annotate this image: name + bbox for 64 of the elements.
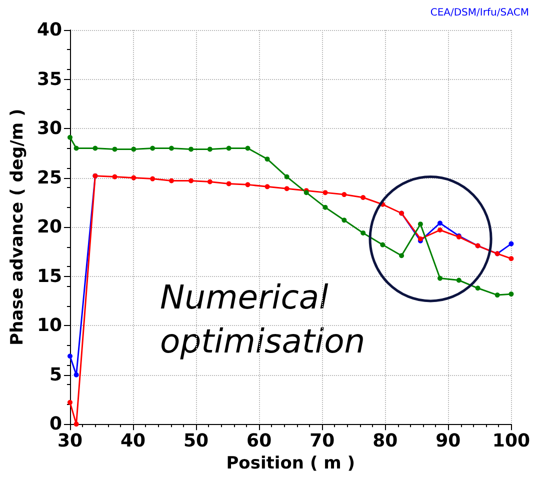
point	[508, 241, 514, 246]
point	[226, 146, 232, 151]
point	[264, 184, 270, 190]
point	[68, 400, 72, 405]
point	[74, 422, 79, 427]
point	[74, 146, 79, 151]
point	[360, 194, 366, 200]
point	[456, 278, 462, 283]
point	[475, 286, 480, 291]
point	[188, 146, 194, 152]
point	[508, 292, 514, 297]
point	[322, 204, 328, 210]
point	[188, 178, 194, 184]
y-tick-label: 5	[49, 364, 62, 386]
point	[131, 146, 136, 152]
point	[168, 146, 174, 151]
point	[68, 354, 72, 359]
point	[112, 174, 118, 180]
x-tick-label: 90	[436, 430, 461, 452]
point	[226, 181, 232, 186]
point	[284, 174, 290, 180]
point	[322, 190, 328, 196]
point	[494, 292, 500, 298]
point	[418, 222, 423, 227]
point	[131, 175, 136, 180]
point	[150, 146, 156, 151]
point	[437, 228, 442, 233]
point	[437, 276, 442, 281]
point	[112, 146, 118, 152]
point	[399, 253, 404, 258]
y-tick-label: 20	[36, 216, 62, 238]
point	[437, 220, 442, 226]
point	[207, 179, 212, 184]
point	[245, 146, 250, 151]
x-tick-label: 70	[310, 430, 335, 452]
point	[74, 372, 79, 378]
x-tick-label: 60	[246, 430, 272, 452]
x-tick-label: 100	[492, 430, 530, 452]
y-tick-label: 10	[36, 315, 62, 336]
y-tick-label: 40	[36, 20, 62, 40]
y-tick-label: 35	[36, 68, 62, 90]
x-axis-title: Position ( m )	[226, 454, 356, 474]
point	[360, 230, 366, 236]
annotation: Numerical optimisation	[160, 278, 366, 360]
point	[342, 192, 347, 198]
x-tick-label: 50	[184, 430, 209, 452]
point	[508, 256, 514, 262]
point	[264, 156, 270, 162]
point	[284, 186, 290, 192]
y-tick-label: 30	[36, 118, 62, 140]
y-axis-title: Phase advance ( deg/m )	[8, 108, 28, 346]
text: CEA/DSM/Irfu/SACM	[430, 8, 530, 18]
point	[68, 134, 72, 140]
y-tick-label: 15	[36, 266, 62, 287]
y-tick-label: 25	[36, 167, 62, 188]
point	[207, 146, 212, 152]
x-tick-label: 40	[120, 430, 146, 452]
point	[168, 178, 174, 184]
x-tick-label: 80	[372, 430, 398, 452]
point	[150, 176, 156, 182]
point	[342, 218, 347, 223]
point	[92, 146, 98, 151]
point	[245, 182, 250, 188]
point	[380, 242, 386, 248]
